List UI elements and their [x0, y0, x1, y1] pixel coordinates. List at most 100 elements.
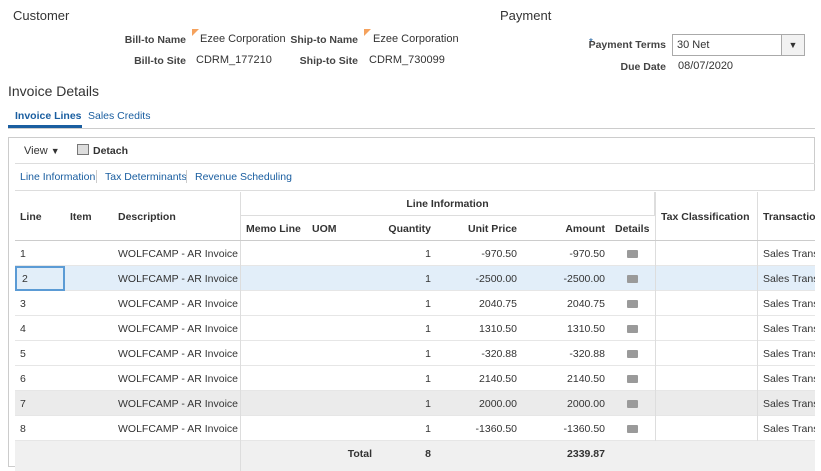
table-cell: 1: [425, 422, 431, 435]
column-header: Tax Classification: [655, 192, 757, 241]
table-cell: [655, 341, 757, 366]
table-cell: Sales Transa: [757, 266, 815, 291]
table-cell: 1: [425, 322, 431, 335]
details-cell: [610, 316, 655, 341]
detach-button[interactable]: Detach: [93, 145, 129, 157]
column-header: Line: [20, 210, 42, 223]
value: CDRM_730099: [369, 54, 445, 66]
table-row[interactable]: [15, 316, 815, 341]
details-cell: [610, 416, 655, 441]
table-cell: 1: [425, 372, 431, 385]
table-cell: [65, 341, 113, 366]
table-cell: Sales Transa: [757, 341, 815, 366]
tab-active[interactable]: Invoice Lines: [15, 110, 82, 122]
table-cell: [655, 291, 757, 316]
table-cell: -2500.00: [475, 272, 517, 285]
table-row[interactable]: [15, 241, 815, 266]
column-header: Details: [615, 222, 650, 235]
table-cell: Sales Transa: [757, 291, 815, 316]
details-icon[interactable]: [627, 424, 638, 433]
column-header: Item: [70, 210, 92, 223]
details-cell: [610, 266, 655, 291]
details-icon[interactable]: [627, 249, 638, 258]
divider: [8, 128, 815, 129]
details-cell: [610, 291, 655, 316]
table-cell: WOLFCAMP - AR Invoice: [118, 347, 239, 360]
tab[interactable]: Sales Credits: [88, 110, 151, 122]
table-cell: 2140.50: [567, 372, 605, 385]
tab-underline: [8, 125, 82, 128]
details-icon[interactable]: [627, 274, 638, 283]
table-cell: 6: [20, 372, 26, 385]
table-cell: 2: [15, 266, 65, 291]
table-cell: -970.50: [569, 247, 605, 260]
table-cell: -1360.50: [475, 422, 517, 435]
table-cell: -320.88: [481, 347, 517, 360]
table-cell: 1: [425, 247, 431, 260]
table-cell: WOLFCAMP - AR Invoice: [118, 247, 239, 260]
total-quantity: 8: [425, 447, 431, 460]
table-cell: [65, 241, 113, 266]
table-row[interactable]: [15, 291, 815, 316]
table-cell: [240, 391, 307, 416]
table-cell: 3: [20, 297, 26, 310]
column-header: Memo Line: [240, 216, 307, 241]
subtab[interactable]: Line Information: [20, 171, 96, 183]
dropdown-value: 30 Net: [677, 39, 710, 51]
label: Payment Terms: [588, 39, 666, 51]
table-cell: -2500.00: [563, 272, 605, 285]
table-cell: WOLFCAMP - AR Invoice: [118, 322, 239, 335]
table-row[interactable]: [15, 366, 815, 391]
column-header: Unit Price: [467, 222, 517, 235]
details-icon[interactable]: [627, 349, 638, 358]
table-cell: [307, 291, 360, 316]
subtab[interactable]: Tax Determinants: [105, 171, 187, 183]
table-cell: [307, 316, 360, 341]
details-cell: [610, 341, 655, 366]
table-cell: [655, 366, 757, 391]
table-cell: [307, 341, 360, 366]
table-row[interactable]: [15, 391, 815, 416]
table-cell: 2000.00: [479, 397, 517, 410]
details-icon[interactable]: [627, 399, 638, 408]
table-cell: Sales Transa: [757, 391, 815, 416]
table-cell: [240, 366, 307, 391]
table-cell: [307, 366, 360, 391]
view-menu[interactable]: View ▼: [24, 145, 60, 157]
subtab[interactable]: Revenue Scheduling: [195, 171, 292, 183]
table-cell: [655, 241, 757, 266]
table-cell: [65, 316, 113, 341]
table-cell: 4: [20, 322, 26, 335]
table-cell: 2140.50: [479, 372, 517, 385]
table-cell: [307, 416, 360, 441]
column-header: Quantity: [388, 222, 431, 235]
table-cell: WOLFCAMP - AR Invoice: [118, 422, 239, 435]
value: CDRM_177210: [196, 54, 272, 66]
table-cell: [65, 366, 113, 391]
table-cell: -970.50: [481, 247, 517, 260]
details-icon[interactable]: [627, 374, 638, 383]
table-cell: [240, 416, 307, 441]
table-cell: [655, 391, 757, 416]
table-cell: Sales Transa: [757, 241, 815, 266]
table-cell: -320.88: [569, 347, 605, 360]
table-row[interactable]: [15, 266, 815, 291]
table-row[interactable]: [15, 416, 815, 441]
column-header: Transactio: [757, 192, 815, 241]
dropdown[interactable]: 30 Net ▼: [672, 34, 805, 56]
table-cell: 1: [425, 297, 431, 310]
table-cell: [240, 316, 307, 341]
table-cell: 2040.75: [567, 297, 605, 310]
table-row[interactable]: [15, 341, 815, 366]
total-amount: 2339.87: [567, 447, 605, 460]
table-cell: 1: [20, 247, 26, 260]
details-icon[interactable]: [627, 324, 638, 333]
section-title: Invoice Details: [8, 83, 100, 99]
details-icon[interactable]: [627, 299, 638, 308]
table-cell: [65, 291, 113, 316]
table-cell: 8: [20, 422, 26, 435]
dropdown-button[interactable]: ▼: [781, 35, 804, 55]
table-cell: WOLFCAMP - AR Invoice: [118, 297, 239, 310]
table-cell: [307, 241, 360, 266]
